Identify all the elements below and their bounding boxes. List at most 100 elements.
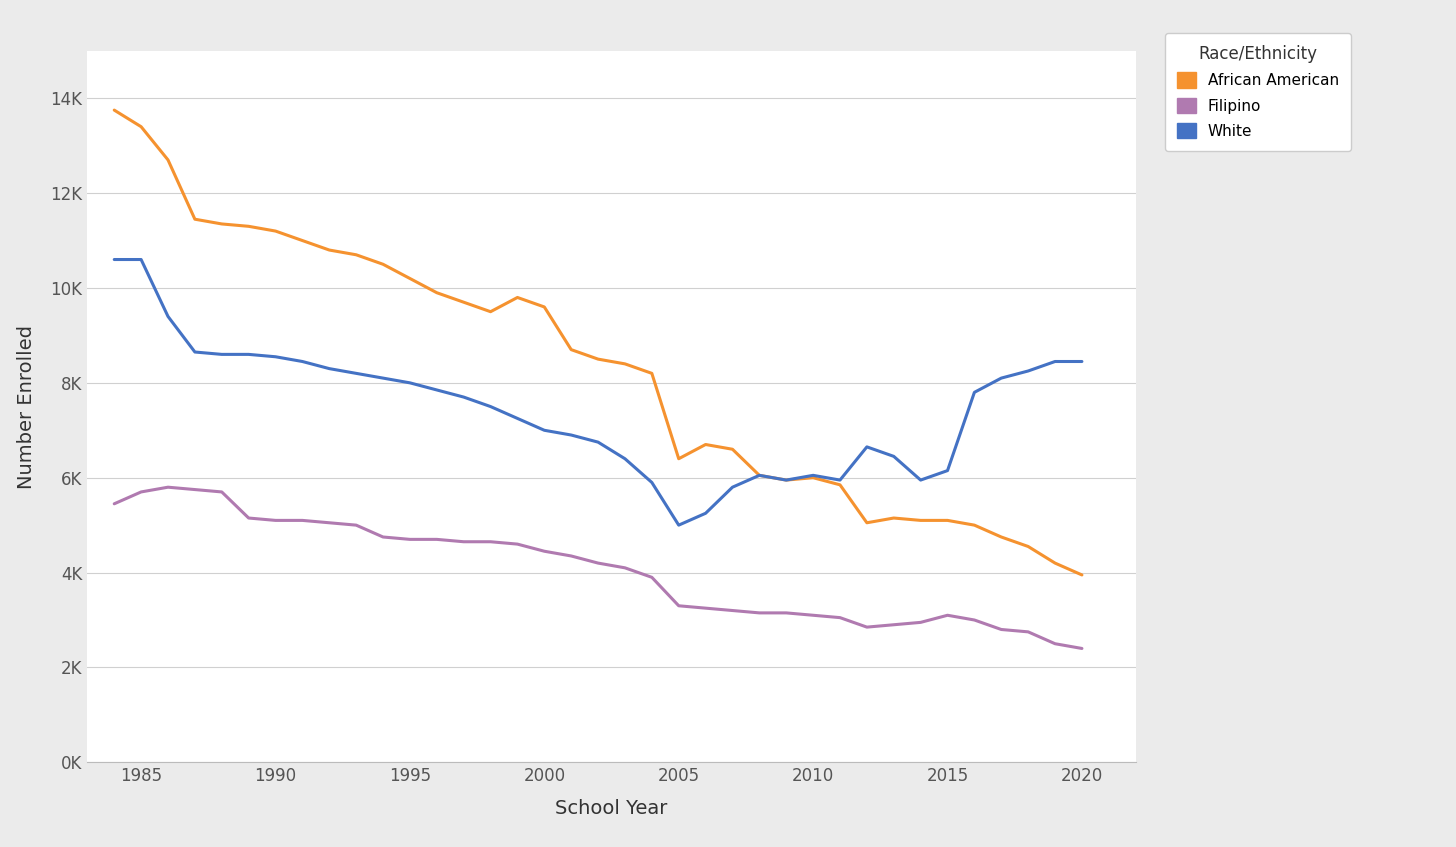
Filipino — [562, 551, 579, 561]
White — [697, 508, 715, 518]
African American — [965, 520, 983, 530]
African American — [402, 274, 419, 284]
Filipino — [644, 573, 661, 583]
Filipino — [508, 539, 526, 549]
Filipino — [697, 603, 715, 613]
African American — [1019, 541, 1037, 551]
Filipino — [402, 534, 419, 545]
Filipino — [320, 518, 338, 528]
White — [482, 401, 499, 412]
African American — [858, 518, 875, 528]
X-axis label: School Year: School Year — [555, 799, 668, 818]
Legend: African American, Filipino, White: African American, Filipino, White — [1165, 33, 1351, 151]
African American — [240, 221, 258, 231]
African American — [911, 515, 929, 525]
African American — [454, 297, 472, 307]
White — [804, 470, 821, 480]
White — [213, 349, 230, 359]
White — [590, 437, 607, 447]
African American — [590, 354, 607, 364]
White — [939, 466, 957, 476]
Filipino — [1019, 627, 1037, 637]
Filipino — [831, 612, 849, 623]
Y-axis label: Number Enrolled: Number Enrolled — [17, 324, 36, 489]
African American — [508, 292, 526, 302]
Filipino — [374, 532, 392, 542]
Filipino — [536, 546, 553, 556]
Filipino — [751, 608, 769, 618]
White — [1047, 357, 1064, 367]
White — [132, 254, 150, 264]
African American — [616, 359, 633, 369]
Filipino — [213, 487, 230, 497]
Filipino — [590, 558, 607, 568]
African American — [831, 479, 849, 490]
African American — [562, 345, 579, 355]
Filipino — [616, 562, 633, 573]
Filipino — [858, 622, 875, 632]
African American — [428, 288, 446, 298]
Filipino — [348, 520, 365, 530]
White — [724, 482, 741, 492]
White — [1073, 357, 1091, 367]
White — [965, 387, 983, 397]
Filipino — [1073, 644, 1091, 654]
African American — [804, 473, 821, 483]
White — [320, 363, 338, 374]
African American — [482, 307, 499, 317]
Filipino — [804, 610, 821, 620]
African American — [348, 250, 365, 260]
White — [536, 425, 553, 435]
Line: White: White — [114, 259, 1082, 525]
African American — [159, 155, 176, 165]
African American — [294, 235, 312, 246]
White — [562, 430, 579, 440]
White — [644, 478, 661, 488]
White — [294, 357, 312, 367]
White — [1019, 366, 1037, 376]
White — [428, 385, 446, 395]
White — [454, 392, 472, 402]
African American — [536, 302, 553, 312]
Filipino — [670, 601, 687, 611]
White — [186, 347, 204, 357]
Filipino — [965, 615, 983, 625]
Filipino — [266, 515, 284, 525]
Filipino — [454, 537, 472, 547]
African American — [724, 444, 741, 454]
White — [670, 520, 687, 530]
African American — [778, 475, 795, 485]
White — [993, 373, 1010, 383]
Filipino — [105, 499, 122, 509]
African American — [1047, 558, 1064, 568]
Filipino — [885, 620, 903, 630]
Line: African American: African American — [114, 110, 1082, 575]
White — [348, 368, 365, 379]
African American — [939, 515, 957, 525]
White — [858, 442, 875, 452]
African American — [213, 219, 230, 229]
African American — [186, 214, 204, 224]
Filipino — [294, 515, 312, 525]
Filipino — [993, 624, 1010, 634]
Filipino — [240, 513, 258, 523]
African American — [885, 513, 903, 523]
White — [911, 475, 929, 485]
Line: Filipino: Filipino — [114, 487, 1082, 649]
White — [240, 349, 258, 359]
White — [885, 451, 903, 462]
White — [831, 475, 849, 485]
African American — [320, 245, 338, 255]
Filipino — [724, 606, 741, 616]
White — [751, 470, 769, 480]
White — [105, 254, 122, 264]
Filipino — [1047, 639, 1064, 649]
White — [508, 413, 526, 424]
Filipino — [939, 610, 957, 620]
African American — [751, 470, 769, 480]
White — [374, 373, 392, 383]
Filipino — [482, 537, 499, 547]
African American — [993, 532, 1010, 542]
African American — [266, 226, 284, 236]
African American — [374, 259, 392, 269]
